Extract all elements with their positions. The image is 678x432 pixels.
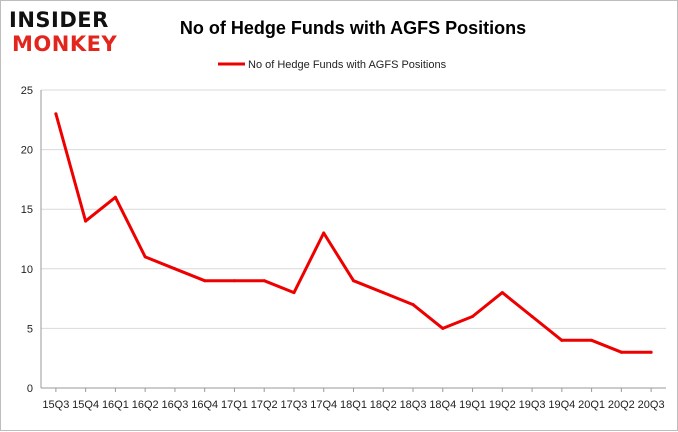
grid-lines (41, 89, 666, 329)
y-tick-label: 0 (27, 383, 33, 395)
data-point (411, 303, 415, 307)
data-point (500, 291, 504, 295)
x-tick-label: 15Q3 (42, 399, 69, 411)
x-tick-label: 20Q2 (608, 399, 635, 411)
data-point (441, 326, 445, 330)
data-point (203, 279, 207, 283)
x-tick-label: 18Q4 (429, 399, 456, 411)
y-tick-label: 10 (21, 264, 33, 276)
y-tick-label: 5 (27, 323, 33, 335)
data-point (590, 338, 594, 342)
data-point (352, 279, 355, 283)
y-tick-label: 15 (21, 204, 33, 216)
y-tick-label: 20 (21, 145, 33, 157)
data-point (232, 279, 236, 283)
data-point (619, 350, 623, 354)
data-point (143, 255, 147, 259)
x-tick-label: 19Q3 (519, 399, 546, 411)
data-point (173, 267, 177, 271)
x-tick-label: 18Q2 (370, 399, 397, 411)
logo-line-2: MONKEY (12, 32, 117, 56)
logo-line-1: INSIDER (9, 8, 109, 32)
axes (40, 90, 666, 392)
data-point (54, 112, 58, 116)
x-tick-label: 17Q3 (281, 399, 308, 411)
x-tick-label: 19Q1 (459, 399, 486, 411)
data-point (649, 350, 653, 354)
x-tick-label: 17Q1 (221, 399, 248, 411)
data-point (560, 338, 564, 342)
x-tick-label: 19Q4 (548, 399, 575, 411)
insider-monkey-logo: INSIDER MONKEY (9, 8, 117, 56)
x-tick-label: 18Q1 (340, 399, 367, 411)
data-point (292, 291, 296, 295)
x-tick-label: 20Q3 (638, 399, 665, 411)
legend-label: No of Hedge Funds with AGFS Positions (248, 59, 447, 71)
y-tick-labels: 0 5 10 15 20 25 (21, 85, 33, 395)
data-point (381, 291, 385, 295)
data-point (322, 231, 326, 235)
x-tick-label: 17Q2 (251, 399, 278, 411)
x-tick-label: 18Q3 (400, 399, 427, 411)
x-tick-label: 16Q4 (191, 399, 218, 411)
data-point (471, 314, 475, 318)
data-point (530, 314, 534, 318)
x-tick-label: 20Q1 (578, 399, 605, 411)
x-tick-labels: 15Q3 15Q4 16Q1 16Q2 16Q3 16Q4 17Q1 17Q2 17Q3 17Q4… (42, 399, 664, 411)
legend: No of Hedge Funds with AGFS Positions (218, 59, 447, 71)
y-tick-label: 25 (21, 85, 33, 97)
chart-title: No of Hedge Funds with AGFS Positions (180, 18, 526, 38)
series-layer (54, 112, 653, 354)
x-tick-label: 15Q4 (72, 399, 99, 411)
x-tick-label: 16Q1 (102, 399, 129, 411)
x-tick-label: 19Q2 (489, 399, 516, 411)
data-point (113, 195, 117, 199)
x-tick-label: 16Q2 (132, 399, 159, 411)
x-tick-label: 16Q3 (161, 399, 188, 411)
data-point (262, 279, 266, 283)
x-tick-label: 17Q4 (310, 399, 337, 411)
data-point (84, 219, 88, 223)
